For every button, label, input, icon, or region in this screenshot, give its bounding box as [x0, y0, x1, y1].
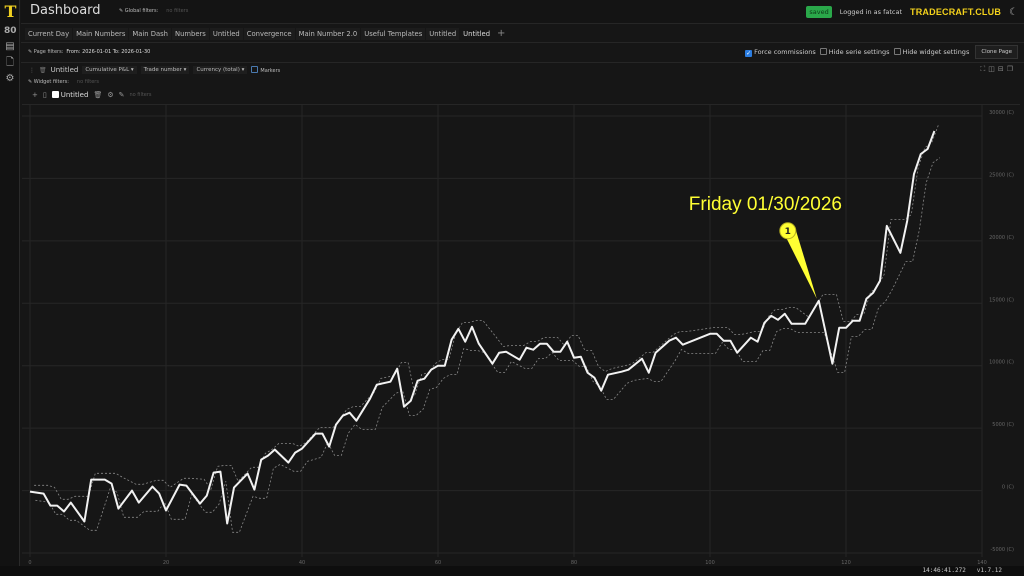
y-tick-label: 25000 (C)	[989, 172, 1014, 178]
cumulative-pnl-line	[29, 130, 936, 525]
x-tick-label: 0	[28, 560, 31, 566]
tab-item[interactable]: Convergence	[243, 27, 295, 40]
tab-bar: Current Day Main Numbers Main Dash Numbers U…	[21, 25, 1024, 43]
status-bar: 14:46:41.272 v1.7.12	[0, 566, 1024, 576]
filter-edit-icon[interactable]: ✎	[118, 91, 125, 99]
series-name: Untitled	[60, 91, 89, 99]
x-axis-select[interactable]: Trade number ▾	[140, 66, 190, 74]
gear-icon[interactable]: ⚙	[5, 73, 15, 84]
global-filters-value: no filters	[166, 8, 189, 14]
app-logo[interactable]: T	[4, 2, 17, 21]
series-filters-value: no filters	[129, 92, 152, 98]
app-version: v1.7.12	[976, 567, 1002, 574]
force-commissions-label: Force commissions	[754, 47, 816, 56]
chart-svg: 0 20 40 60 80 100 120 140 30000 (C) 25000 (C) 2000…	[22, 105, 1014, 566]
hide-serie-label: Hide serie settings	[828, 48, 890, 56]
x-tick-label: 40	[299, 560, 305, 566]
book-icon[interactable]: ▤	[5, 41, 15, 52]
hide-widget-label: Hide widget settings	[902, 48, 970, 56]
settings-icon[interactable]: ⚙	[107, 91, 114, 99]
y-tick-label: 10000 (C)	[989, 360, 1014, 366]
metric-value: Cumulative P&L	[85, 67, 130, 73]
widget-filters[interactable]: ✎ Widget filters: no filters	[28, 79, 99, 85]
widget-title[interactable]: Untitled	[50, 66, 79, 74]
force-commissions-checkbox[interactable]: ✓ Force commissions	[745, 48, 816, 57]
widget-filters-value: no filters	[76, 79, 99, 85]
hide-widget-settings-checkbox[interactable]: Hide widget settings	[893, 48, 970, 56]
tab-item[interactable]: Untitled	[209, 27, 243, 40]
sidebar: T 80 ▤ 🗋 ⚙	[0, 0, 20, 576]
widget-filters-label: Widget filters:	[33, 79, 69, 85]
tab-item[interactable]: Main Numbers	[73, 27, 129, 40]
add-series-icon[interactable]: +	[32, 91, 38, 99]
callout-number: 1	[785, 227, 791, 237]
saved-badge: saved	[806, 6, 832, 18]
page-filters-value: From: 2026-01-01 To: 2026-01-30	[66, 49, 151, 55]
global-filters[interactable]: ✎ Global filters: no filters	[119, 8, 189, 14]
tab-item[interactable]: Untitled	[426, 27, 460, 40]
brand-logo[interactable]: TRADECRAFT.CLUB	[910, 7, 1002, 17]
page-filters[interactable]: ✎ Page filters: From: 2026-01-01 To: 2026…	[28, 49, 151, 55]
checkbox-icon	[819, 48, 827, 55]
widget-window-controls[interactable]: ⛶◫⊟❐	[980, 65, 1016, 73]
hide-serie-settings-checkbox[interactable]: Hide serie settings	[819, 48, 890, 56]
x-tick-label: 20	[163, 560, 169, 566]
header-right: saved Logged in as fatcat TRADECRAFT.CLU…	[806, 0, 1018, 24]
tab-item[interactable]: Numbers	[172, 27, 209, 40]
callout-pointer	[782, 226, 817, 299]
tab-item[interactable]: Main Dash	[129, 27, 171, 40]
checkbox-checked-icon: ✓	[745, 49, 753, 57]
x-tick-label: 60	[435, 560, 441, 566]
markers-label: Markers	[260, 68, 281, 74]
tab-item[interactable]: Untitled	[460, 27, 494, 40]
y-tick-label: -5000 (C)	[990, 547, 1014, 553]
drag-handle-icon[interactable]: ⋮	[29, 66, 35, 74]
header: Dashboard ✎ Global filters: no filters sa…	[21, 0, 1024, 24]
currency-select[interactable]: Currency (total) ▾	[193, 66, 248, 74]
logged-in-text: Logged in as fatcat	[839, 8, 903, 16]
trash-icon[interactable]: 🗑	[93, 91, 103, 99]
x-tick-label: 140	[977, 560, 987, 566]
x-tick-label: 120	[841, 560, 851, 566]
y-tick-label: 30000 (C)	[989, 110, 1014, 116]
x-tick-label: 100	[705, 560, 715, 566]
tab-item[interactable]: Current Day	[25, 27, 73, 40]
y-tick-label: 5000 (C)	[992, 422, 1014, 428]
checkbox-icon	[251, 66, 259, 73]
annotation-text: Friday 01/30/2026	[689, 194, 842, 215]
clone-page-button[interactable]: Clone Page	[975, 45, 1018, 59]
series-checkbox[interactable]: Untitled	[51, 91, 89, 99]
page-title: Dashboard	[30, 3, 101, 18]
tab-item[interactable]: Useful Templates	[361, 27, 426, 40]
widget-settings-row: ⋮ 🗑 Untitled Cumulative P&L ▾ Trade numb…	[21, 62, 1024, 77]
add-tab-button[interactable]: +	[497, 28, 506, 39]
x-tick-label: 80	[571, 560, 577, 566]
callout-marker	[779, 222, 797, 240]
checkbox-icon	[51, 91, 59, 98]
global-filters-label: Global filters:	[124, 8, 159, 14]
series-row: + ▯ Untitled 🗑 ⚙ ✎ no filters	[32, 91, 152, 99]
checkbox-icon	[893, 48, 901, 55]
pnl-chart[interactable]: 0 20 40 60 80 100 120 140 30000 (C) 25000 (C) 2000…	[22, 104, 1020, 566]
dashboard-icon[interactable]: 80	[4, 26, 17, 36]
page-options-bar: ✓ Force commissions Hide serie settings H…	[745, 45, 1018, 59]
y-tick-label: 20000 (C)	[989, 235, 1014, 241]
currency-value: Currency (total)	[196, 67, 240, 73]
markers-checkbox[interactable]: Markers	[251, 66, 280, 74]
status-time: 14:46:41.272	[922, 567, 966, 574]
x-axis-value: Trade number	[143, 67, 182, 73]
y-tick-label: 15000 (C)	[989, 297, 1014, 303]
copy-icon[interactable]: ▯	[42, 91, 47, 99]
metric-select[interactable]: Cumulative P&L ▾	[82, 66, 137, 74]
trash-icon[interactable]: 🗑	[39, 66, 47, 74]
y-tick-label: 0 (C)	[1002, 485, 1014, 491]
upper-band-line	[34, 124, 939, 500]
document-icon[interactable]: 🗋	[5, 57, 15, 68]
page-filters-label: Page filters:	[33, 49, 64, 55]
tab-item[interactable]: Main Number 2.0	[295, 27, 361, 40]
page-options: ✓ Force commissions Hide serie settings H…	[745, 48, 969, 57]
moon-icon[interactable]: ☾	[1009, 6, 1018, 18]
